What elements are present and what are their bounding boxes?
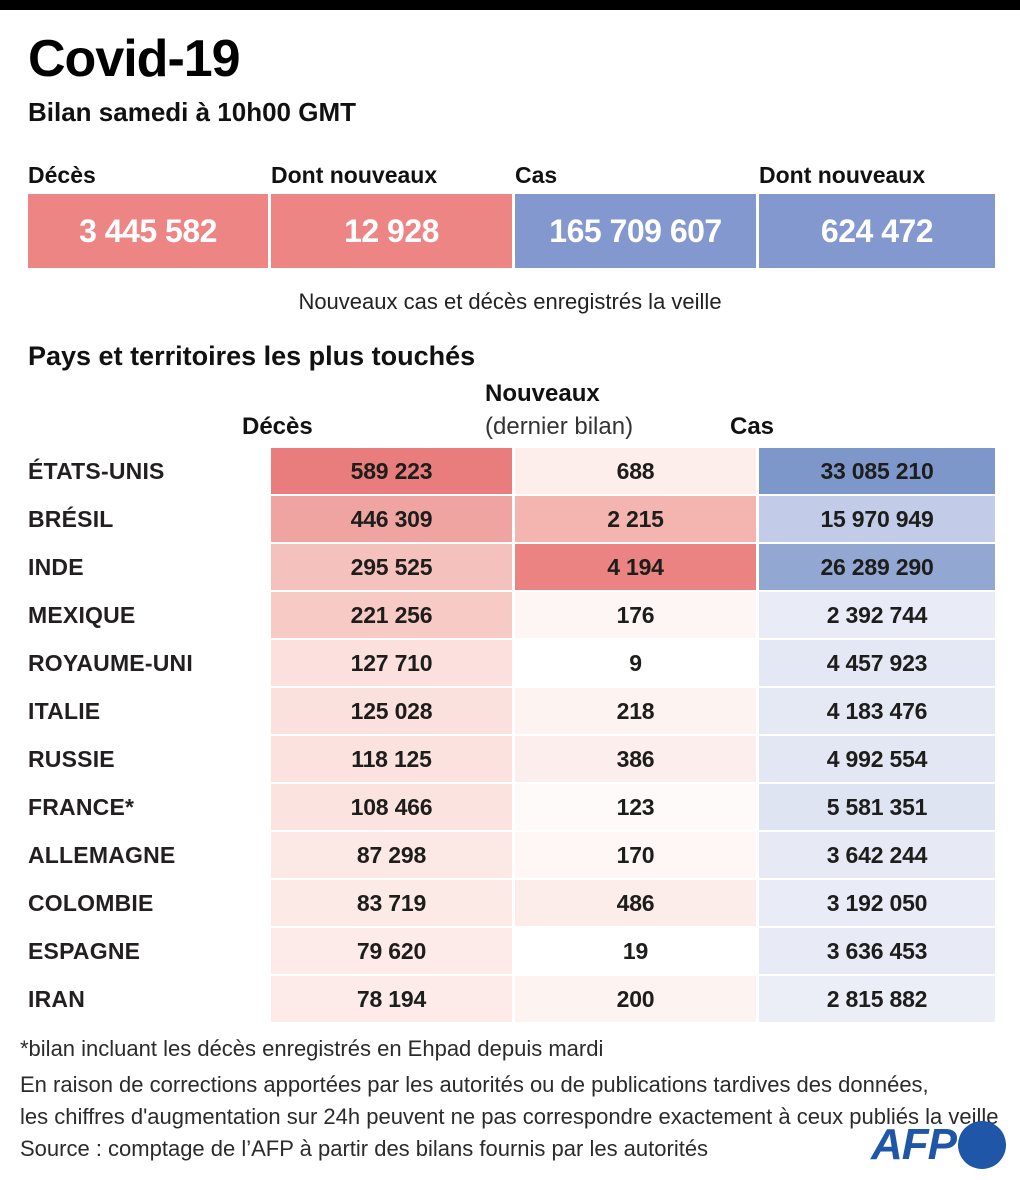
cases-cell: 4 992 554 <box>759 736 995 782</box>
country-label: RUSSIE <box>28 745 115 772</box>
cases-cell: 3 192 050 <box>759 880 995 926</box>
new-cell: 218 <box>515 688 756 734</box>
cases-cell: 5 581 351 <box>759 784 995 830</box>
page-subtitle: Bilan samedi à 10h00 GMT <box>28 97 357 127</box>
cases-cell: 4 457 923 <box>759 640 995 686</box>
cases-cell: 3 642 244 <box>759 832 995 878</box>
column-header-nouveaux: Nouveaux <box>485 380 600 407</box>
summary-label-nouveaux-deces: Dont nouveaux <box>271 162 438 188</box>
summary-boxes: 3 445 582 12 928 165 709 607 624 472 <box>28 194 995 268</box>
top-bar <box>0 0 1020 10</box>
cases-cell: 2 815 882 <box>759 976 995 1022</box>
summary-label-deces: Décès <box>28 162 96 188</box>
new-cell: 4 194 <box>515 544 756 590</box>
country-label: COLOMBIE <box>28 889 154 916</box>
country-label: ROYAUME-UNI <box>28 649 193 676</box>
deaths-cell: 127 710 <box>271 640 512 686</box>
cases-cell: 2 392 744 <box>759 592 995 638</box>
summary-value-deces: 3 445 582 <box>28 194 268 268</box>
summary-value-cas: 165 709 607 <box>515 194 756 268</box>
country-label: ALLEMAGNE <box>28 841 176 868</box>
summary-label-cas: Cas <box>515 162 558 188</box>
column-header-dernier-bilan: (dernier bilan) <box>485 413 634 440</box>
new-cell: 2 215 <box>515 496 756 542</box>
page-title: Covid-19 <box>28 30 241 88</box>
cases-cell: 4 183 476 <box>759 688 995 734</box>
new-cell: 386 <box>515 736 756 782</box>
new-cell: 9 <box>515 640 756 686</box>
column-header-deces: Décès <box>242 413 313 440</box>
cases-cell: 3 636 453 <box>759 928 995 974</box>
summary-value-nouveaux-cas: 624 472 <box>759 194 995 268</box>
country-table: ÉTATS-UNIS 589 223 688 33 085 210 BRÉSIL… <box>28 448 995 1022</box>
afp-logo-text: AFP <box>871 1120 957 1169</box>
note-line-1: En raison de corrections apportées par l… <box>20 1072 929 1097</box>
deaths-cell: 87 298 <box>271 832 512 878</box>
country-label: IRAN <box>28 985 86 1012</box>
summary-value-nouveaux-deces: 12 928 <box>271 194 512 268</box>
cases-cell: 15 970 949 <box>759 496 995 542</box>
new-cell: 200 <box>515 976 756 1022</box>
note-line-2: les chiffres d'augmentation sur 24h peuv… <box>20 1104 999 1129</box>
deaths-cell: 446 309 <box>271 496 512 542</box>
country-label: ESPAGNE <box>28 937 141 964</box>
country-label: BRÉSIL <box>28 505 114 532</box>
deaths-cell: 118 125 <box>271 736 512 782</box>
cases-cell: 26 289 290 <box>759 544 995 590</box>
country-label: ITALIE <box>28 697 101 724</box>
footnote-france: *bilan incluant les décès enregistrés en… <box>20 1036 604 1061</box>
source-line: Source : comptage de l’AFP à partir des … <box>20 1136 709 1161</box>
cases-cell: 33 085 210 <box>759 448 995 494</box>
country-label: ÉTATS-UNIS <box>28 457 165 484</box>
new-cell: 688 <box>515 448 756 494</box>
afp-logo-circle-icon <box>958 1121 1006 1169</box>
deaths-cell: 83 719 <box>271 880 512 926</box>
new-cell: 486 <box>515 880 756 926</box>
summary-label-nouveaux-cas: Dont nouveaux <box>759 162 926 188</box>
country-label: INDE <box>28 553 84 580</box>
summary-labels: Décès Dont nouveaux Cas Dont nouveaux <box>28 162 995 189</box>
deaths-cell: 295 525 <box>271 544 512 590</box>
new-cell: 123 <box>515 784 756 830</box>
new-cell: 170 <box>515 832 756 878</box>
country-label: MEXIQUE <box>28 601 136 628</box>
deaths-cell: 125 028 <box>271 688 512 734</box>
country-label: FRANCE* <box>28 793 135 820</box>
deaths-cell: 79 620 <box>271 928 512 974</box>
section-title: Pays et territoires les plus touchés <box>28 341 476 371</box>
summary-caption: Nouveaux cas et décès enregistrés la vei… <box>298 289 722 314</box>
new-cell: 19 <box>515 928 756 974</box>
column-header-cas: Cas <box>730 413 775 440</box>
afp-logo: AFP <box>871 1120 1006 1170</box>
deaths-cell: 221 256 <box>271 592 512 638</box>
deaths-cell: 589 223 <box>271 448 512 494</box>
deaths-cell: 108 466 <box>271 784 512 830</box>
deaths-cell: 78 194 <box>271 976 512 1022</box>
new-cell: 176 <box>515 592 756 638</box>
